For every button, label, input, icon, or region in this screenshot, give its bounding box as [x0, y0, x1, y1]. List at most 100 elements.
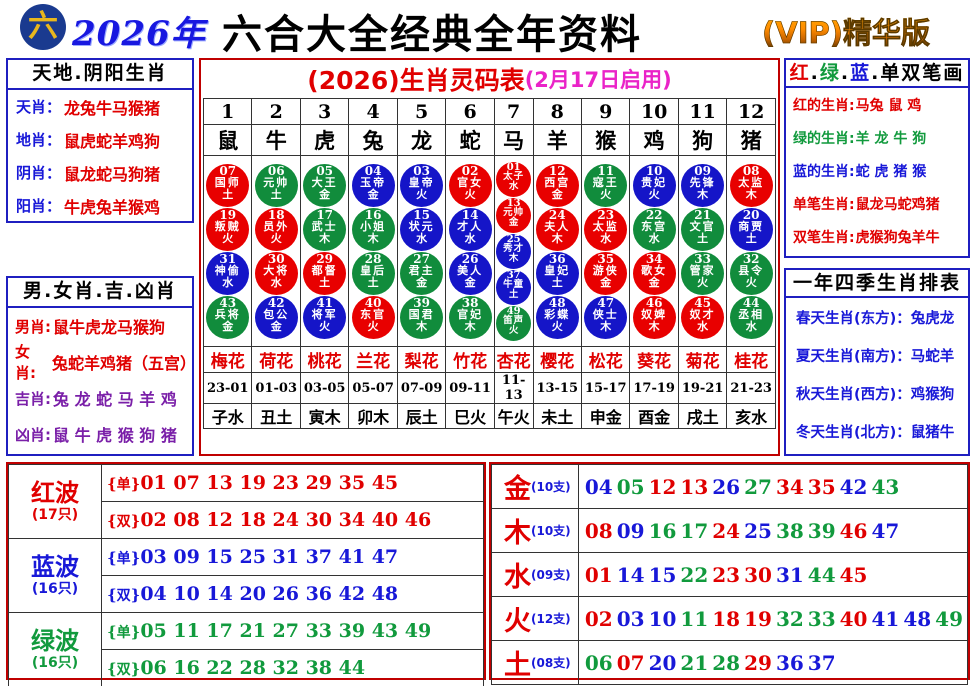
number-circle[interactable]: 36 皇妃土 [535, 251, 579, 295]
element-number[interactable]: 39 [807, 518, 836, 543]
element-number[interactable]: 25 [744, 518, 772, 543]
number-circle[interactable]: 25 秀才木 [496, 233, 532, 269]
number-circle[interactable]: 46 奴婢木 [632, 295, 676, 339]
element-number[interactable]: 45 [839, 562, 868, 587]
number-circle[interactable]: 29 都督土 [303, 251, 347, 295]
element-number[interactable]: 05 [616, 474, 645, 499]
number-circle[interactable]: 39 国君木 [400, 295, 444, 339]
element-number[interactable]: 29 [744, 650, 772, 675]
element-number[interactable]: 35 [807, 474, 836, 499]
element-number[interactable]: 30 [744, 562, 772, 587]
number-circle[interactable]: 33 管家火 [681, 251, 725, 295]
element-number[interactable]: 24 [712, 518, 741, 543]
element-number[interactable]: 07 [616, 650, 645, 675]
element-number[interactable]: 43 [871, 474, 900, 499]
number-circle[interactable]: 20 商贾土 [729, 207, 773, 251]
element-number[interactable]: 32 [775, 606, 804, 631]
number-circle[interactable]: 03 皇帝火 [400, 163, 444, 207]
element-number[interactable]: 12 [648, 474, 677, 499]
number-circle[interactable]: 16 小姐木 [351, 207, 395, 251]
number-circle[interactable]: 15 状元水 [400, 207, 444, 251]
number-circle[interactable]: 43 兵将金 [206, 295, 250, 339]
number-circle[interactable]: 09 先锋木 [681, 163, 725, 207]
number-circle[interactable]: 28 皇后土 [351, 251, 395, 295]
number-circle[interactable]: 31 神偷水 [206, 251, 250, 295]
number-circle[interactable]: 01 太子水 [496, 161, 532, 197]
number-circle[interactable]: 42 包公金 [254, 295, 298, 339]
number-circle[interactable]: 30 大将水 [254, 251, 298, 295]
number-circle[interactable]: 49 笛声火 [496, 305, 532, 341]
number-circle[interactable]: 22 东宫水 [632, 207, 676, 251]
number-circle[interactable]: 19 叛贼火 [206, 207, 250, 251]
element-number[interactable]: 48 [903, 606, 932, 631]
element-number[interactable]: 33 [807, 606, 836, 631]
element-number[interactable]: 46 [839, 518, 868, 543]
element-number[interactable]: 02 [584, 606, 613, 631]
number-circle[interactable]: 13 元帅金 [496, 197, 532, 233]
element-number[interactable]: 27 [744, 474, 772, 499]
element-number[interactable]: 19 [744, 606, 772, 631]
number-circle[interactable]: 02 官女火 [448, 163, 492, 207]
element-number[interactable]: 23 [712, 562, 741, 587]
element-number[interactable]: 04 [584, 474, 613, 499]
element-number[interactable]: 44 [807, 562, 836, 587]
element-number[interactable]: 11 [680, 606, 709, 631]
element-number[interactable]: 49 [935, 606, 963, 631]
number-circle[interactable]: 18 员外火 [254, 207, 298, 251]
element-number[interactable]: 34 [775, 474, 804, 499]
element-number[interactable]: 47 [871, 518, 900, 543]
number-circle[interactable]: 40 东官火 [351, 295, 395, 339]
number-circle[interactable]: 48 彩蝶火 [535, 295, 579, 339]
number-circle[interactable]: 12 西宫金 [535, 163, 579, 207]
element-number[interactable]: 17 [680, 518, 709, 543]
number-circle[interactable]: 45 奴才水 [681, 295, 725, 339]
element-number[interactable]: 36 [775, 650, 804, 675]
number-circle[interactable]: 27 君主金 [400, 251, 444, 295]
element-number[interactable]: 38 [775, 518, 804, 543]
number-circle[interactable]: 35 游侠金 [584, 251, 628, 295]
number-circle[interactable]: 24 夫人木 [535, 207, 579, 251]
element-number[interactable]: 18 [712, 606, 741, 631]
number-circle[interactable]: 08 太监木 [729, 163, 773, 207]
circle-number: 14 [461, 207, 479, 222]
number-circle[interactable]: 04 玉帝金 [351, 163, 395, 207]
number-circle[interactable]: 32 县令火 [729, 251, 773, 295]
number-circle[interactable]: 07 国师土 [206, 163, 250, 207]
element-number[interactable]: 16 [648, 518, 677, 543]
number-circle[interactable]: 44 丞相水 [729, 295, 773, 339]
element-number[interactable]: 15 [648, 562, 677, 587]
number-circle[interactable]: 11 寇王火 [584, 163, 628, 207]
element-number[interactable]: 20 [648, 650, 677, 675]
element-number[interactable]: 28 [712, 650, 741, 675]
number-circle[interactable]: 06 元帅土 [254, 163, 298, 207]
element-number[interactable]: 26 [712, 474, 741, 499]
element-number[interactable]: 10 [648, 606, 677, 631]
element-number[interactable]: 06 [584, 650, 613, 675]
element-number[interactable]: 22 [680, 562, 709, 587]
number-circle[interactable]: 26 美人金 [448, 251, 492, 295]
element-number[interactable]: 09 [616, 518, 645, 543]
element-number[interactable]: 41 [871, 606, 900, 631]
element-number[interactable]: 03 [616, 606, 645, 631]
element-number[interactable]: 42 [839, 474, 868, 499]
number-circle[interactable]: 05 大王金 [303, 163, 347, 207]
circle-role: 武士 [311, 219, 338, 233]
element-number[interactable]: 13 [680, 474, 709, 499]
number-circle[interactable]: 17 武士木 [303, 207, 347, 251]
number-circle[interactable]: 34 歌女金 [632, 251, 676, 295]
element-number[interactable]: 40 [839, 606, 868, 631]
number-circle[interactable]: 38 官妃木 [448, 295, 492, 339]
number-circle[interactable]: 21 文官土 [681, 207, 725, 251]
element-number[interactable]: 01 [584, 562, 613, 587]
number-circle[interactable]: 14 才人水 [448, 207, 492, 251]
number-circle[interactable]: 10 贵妃火 [632, 163, 676, 207]
element-number[interactable]: 14 [616, 562, 645, 587]
element-number[interactable]: 31 [775, 562, 804, 587]
number-circle[interactable]: 37 牛童土 [496, 269, 532, 305]
number-circle[interactable]: 47 侠士木 [584, 295, 628, 339]
element-number[interactable]: 08 [584, 518, 613, 543]
element-number[interactable]: 37 [807, 650, 836, 675]
element-number[interactable]: 21 [680, 650, 709, 675]
number-circle[interactable]: 41 将军火 [303, 295, 347, 339]
number-circle[interactable]: 23 太监水 [584, 207, 628, 251]
